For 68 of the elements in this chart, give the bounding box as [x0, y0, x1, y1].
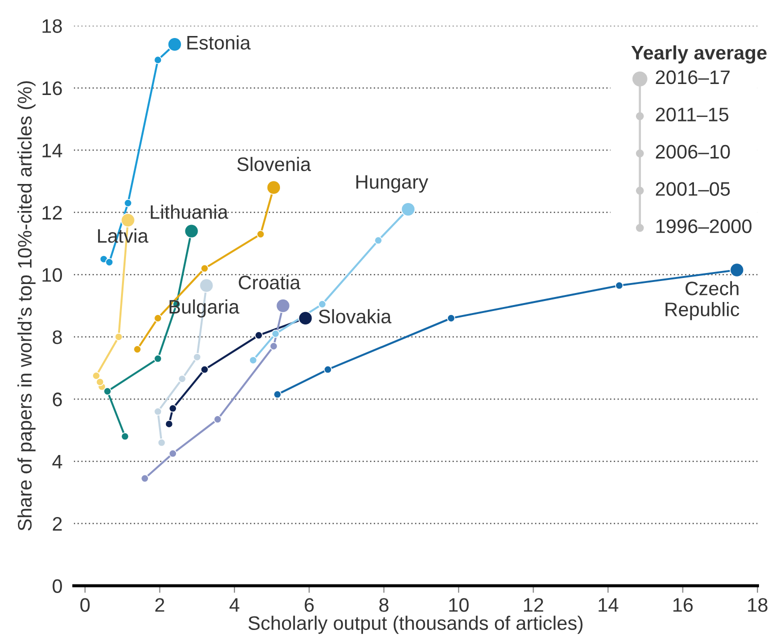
- y-tick-label: 16: [42, 81, 62, 96]
- series-label: Lithuania: [150, 204, 228, 219]
- annotation: 2001–05: [656, 182, 730, 196]
- point: [133, 345, 142, 354]
- x-tick-label: 14: [598, 598, 618, 612]
- x-tick-label: 10: [449, 598, 469, 612]
- point: [193, 352, 202, 362]
- x-tick-label: 0: [80, 598, 90, 612]
- annotation: 2006–10: [656, 144, 730, 159]
- point: [96, 378, 104, 386]
- series-label: Czech Republic: [666, 281, 740, 320]
- point: [271, 330, 280, 338]
- legend-title: Yearly average: [631, 45, 767, 64]
- point: [273, 390, 282, 399]
- point: [92, 372, 100, 380]
- point: [140, 474, 149, 483]
- point: [114, 332, 123, 341]
- x-tick-label: 12: [524, 598, 544, 612]
- point: [124, 198, 132, 208]
- annotation: 2011–15: [656, 108, 728, 122]
- y-tick-label: 14: [42, 144, 62, 158]
- point: [324, 365, 332, 374]
- y-tick-label: 12: [42, 206, 62, 220]
- point: [254, 331, 263, 340]
- point: [200, 365, 209, 374]
- point: [103, 387, 112, 396]
- x-tick-label: 6: [304, 598, 314, 612]
- point: [214, 415, 222, 424]
- x-tick-label: 2: [155, 598, 164, 612]
- y-tick-label: 8: [52, 330, 62, 344]
- y-tick-label: 4: [52, 454, 62, 468]
- point: [374, 236, 382, 244]
- y-tick-label: 0: [52, 579, 62, 594]
- x-tick-label: 4: [230, 598, 240, 612]
- point: [178, 374, 186, 383]
- point: [200, 264, 209, 273]
- point: [154, 354, 162, 363]
- series-label: Croatia: [238, 275, 300, 290]
- series-label: Slovakia: [318, 309, 392, 324]
- annotation: 1996–2000: [656, 219, 752, 234]
- annotation: 2016–17: [656, 70, 730, 84]
- x-axis-title: Scholarly output (thousands of articles): [248, 616, 583, 634]
- y-tick-label: 18: [42, 19, 62, 33]
- series-label: Estonia: [187, 35, 251, 50]
- x-tick-label: 18: [748, 598, 768, 612]
- point: [154, 314, 162, 322]
- point: [615, 281, 624, 290]
- y-tick-label: 6: [52, 392, 62, 406]
- x-tick-label: 16: [673, 598, 693, 612]
- point: [256, 230, 265, 238]
- point: [154, 407, 162, 416]
- point: [120, 432, 130, 441]
- series-label: Slovenia: [237, 156, 311, 172]
- y-axis-title: Share of papers in world’s top 10%-cited articles (%): [17, 81, 36, 531]
- y-tick-label: 2: [52, 517, 62, 531]
- point: [168, 404, 177, 413]
- series-label: Hungary: [356, 175, 428, 193]
- point: [318, 300, 326, 308]
- point: [168, 449, 177, 458]
- y-tick-label: 10: [42, 268, 62, 282]
- point: [270, 342, 278, 350]
- point: [105, 258, 114, 266]
- point: [158, 438, 166, 447]
- point: [154, 56, 162, 64]
- point: [249, 356, 258, 364]
- x-tick-label: 8: [379, 598, 388, 612]
- point: [447, 314, 456, 322]
- point: [164, 420, 174, 428]
